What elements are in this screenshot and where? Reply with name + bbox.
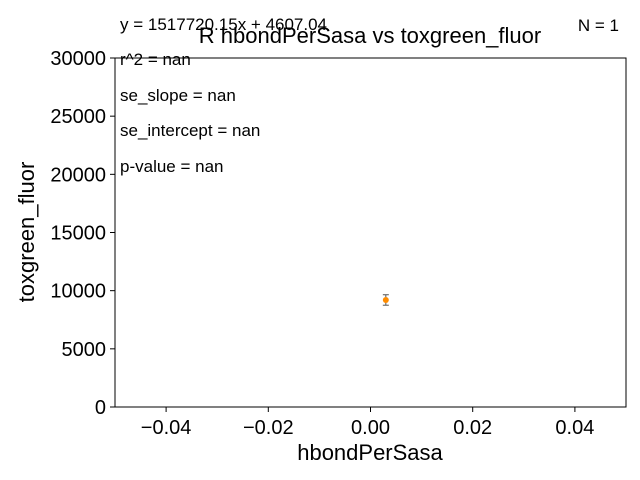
se-slope-stat: se_slope = nan bbox=[120, 86, 236, 105]
se-intercept-stat: se_intercept = nan bbox=[120, 121, 260, 140]
y-tick-label: 30000 bbox=[50, 48, 106, 70]
y-tick-label: 20000 bbox=[50, 164, 106, 186]
x-tick-label: 0.02 bbox=[453, 417, 492, 439]
chart-title: R hbondPerSasa vs toxgreen_fluor bbox=[199, 23, 541, 48]
sample-count: N = 1 bbox=[578, 16, 619, 35]
r-squared-stat: r^2 = nan bbox=[120, 50, 191, 69]
ticks-layer: −0.04 −0.02 0.00 0.02 0.04 0 5000 10000 15000 200… bbox=[50, 48, 594, 439]
marks-layer bbox=[382, 294, 389, 306]
x-tick-label: −0.04 bbox=[141, 417, 192, 439]
data-point bbox=[382, 296, 389, 303]
y-tick-label: 25000 bbox=[50, 106, 106, 128]
y-axis-label: toxgreen_fluor bbox=[14, 162, 39, 303]
y-tick-label: 5000 bbox=[62, 339, 107, 361]
x-tick-label: 0.04 bbox=[555, 417, 594, 439]
plot-frame bbox=[114, 57, 627, 408]
x-tick-label: 0.00 bbox=[351, 417, 390, 439]
regression-equation: y = 1517720.15x + 4607.04 bbox=[120, 15, 327, 34]
y-tick-label: 10000 bbox=[50, 281, 106, 303]
x-tick-label: −0.02 bbox=[243, 417, 294, 439]
y-tick-label: 0 bbox=[95, 397, 106, 419]
x-axis-label: hbondPerSasa bbox=[297, 440, 443, 465]
y-tick-label: 15000 bbox=[50, 223, 106, 245]
p-value-stat: p-value = nan bbox=[120, 157, 224, 176]
